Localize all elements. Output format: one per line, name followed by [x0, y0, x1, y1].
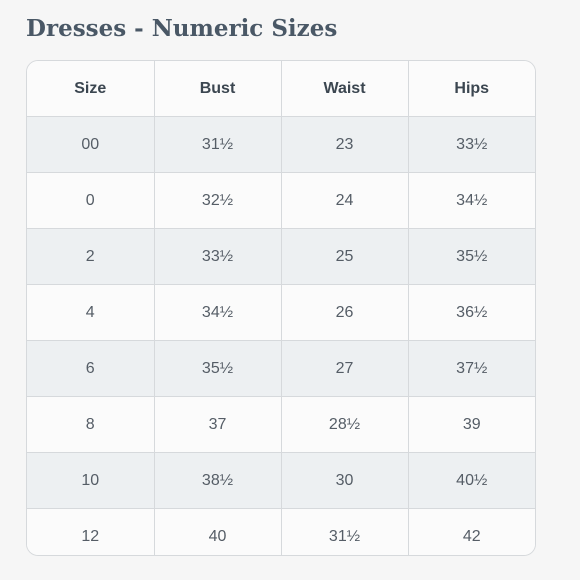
waist-cell: 30 — [281, 452, 409, 509]
waist-cell: 26 — [281, 284, 409, 341]
waist-cell: 31½ — [281, 508, 409, 555]
waist-cell: 28½ — [281, 396, 409, 453]
hips-cell: 37½ — [408, 340, 535, 397]
hips-cell: 35½ — [408, 228, 535, 285]
hips-cell: 40½ — [408, 452, 535, 509]
size-chart-table: Size Bust Waist Hips 00 31½ 23 33½ 0 32½… — [27, 61, 535, 555]
hips-cell: 36½ — [408, 284, 535, 341]
size-cell: 0 — [27, 172, 155, 229]
size-cell: 6 — [27, 340, 155, 397]
waist-cell: 24 — [281, 172, 409, 229]
table-row: 12 40 31½ 42 — [27, 508, 535, 555]
hips-cell: 39 — [408, 396, 535, 453]
bust-cell: 34½ — [154, 284, 282, 341]
table-row: 00 31½ 23 33½ — [27, 116, 535, 173]
bust-cell: 37 — [154, 396, 282, 453]
table-row: 4 34½ 26 36½ — [27, 284, 535, 341]
size-cell: 00 — [27, 116, 155, 173]
size-cell: 12 — [27, 508, 155, 555]
column-header-hips: Hips — [408, 61, 535, 117]
table-row: 2 33½ 25 35½ — [27, 228, 535, 285]
bust-cell: 35½ — [154, 340, 282, 397]
bust-cell: 31½ — [154, 116, 282, 173]
waist-cell: 23 — [281, 116, 409, 173]
table-header-row: Size Bust Waist Hips — [27, 61, 535, 117]
hips-cell: 42 — [408, 508, 535, 555]
column-header-waist: Waist — [281, 61, 409, 117]
bust-cell: 38½ — [154, 452, 282, 509]
waist-cell: 25 — [281, 228, 409, 285]
bust-cell: 40 — [154, 508, 282, 555]
page-title: Dresses - Numeric Sizes — [26, 15, 338, 42]
size-cell: 8 — [27, 396, 155, 453]
bust-cell: 32½ — [154, 172, 282, 229]
size-cell: 10 — [27, 452, 155, 509]
size-chart-table-container: Size Bust Waist Hips 00 31½ 23 33½ 0 32½… — [26, 60, 536, 556]
hips-cell: 33½ — [408, 116, 535, 173]
table-row: 10 38½ 30 40½ — [27, 452, 535, 509]
column-header-size: Size — [27, 61, 155, 117]
waist-cell: 27 — [281, 340, 409, 397]
size-cell: 2 — [27, 228, 155, 285]
table-row: 6 35½ 27 37½ — [27, 340, 535, 397]
table-row: 8 37 28½ 39 — [27, 396, 535, 453]
column-header-bust: Bust — [154, 61, 282, 117]
size-cell: 4 — [27, 284, 155, 341]
table-row: 0 32½ 24 34½ — [27, 172, 535, 229]
bust-cell: 33½ — [154, 228, 282, 285]
hips-cell: 34½ — [408, 172, 535, 229]
